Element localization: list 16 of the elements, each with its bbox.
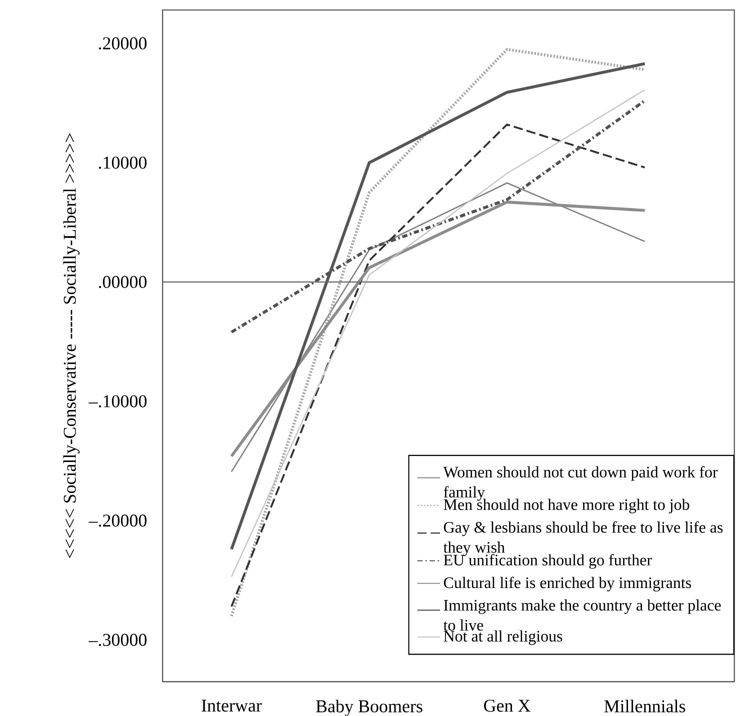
- legend-label: Immigrants make the country a better place to live: [443, 600, 721, 631]
- x-tick-label: Interwar: [202, 700, 262, 712]
- legend-label: Men should not have more right to job: [444, 498, 690, 514]
- y-tick-label: .10000: [98, 156, 147, 169]
- y-tick-label: –.20000: [88, 514, 147, 527]
- x-tick-label: Baby Boomers: [316, 700, 422, 716]
- y-tick-label: –.30000: [88, 634, 147, 646]
- y-tick-label: .20000: [98, 37, 147, 50]
- y-axis-title: <<<<< Socially-Conservative ----- Socially-Liberal >>>>>: [63, 134, 80, 558]
- x-tick-label: Millennials: [604, 700, 686, 713]
- y-tick-label: –.10000: [88, 395, 147, 408]
- legend-label: Cultural life is enriched by immigrants: [444, 576, 692, 592]
- legend-label: EU unification should go further: [444, 554, 652, 569]
- legend-label: Not at all religious: [444, 630, 562, 646]
- y-tick-label: .00000: [98, 276, 147, 288]
- x-tick-label: Gen X: [484, 700, 530, 712]
